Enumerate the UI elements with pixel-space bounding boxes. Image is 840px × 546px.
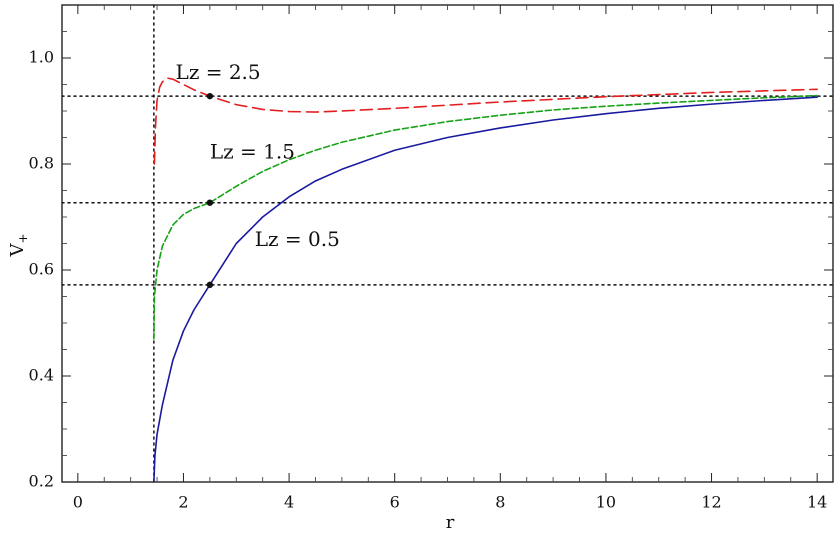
y-axis-title: V+ [7, 233, 30, 257]
marked-point [206, 92, 214, 100]
x-tick-label: 8 [495, 493, 505, 512]
x-tick-label: 2 [178, 493, 188, 512]
labels-layer: 0 2 4 6 8 10 12 14 0.2 0.4 0.6 0.8 1.0 r V+ [7, 48, 827, 534]
series-line-lz05 [153, 96, 818, 483]
y-tick-label: 0.8 [29, 154, 54, 173]
series-layer [153, 77, 818, 483]
series-line-lz15 [153, 94, 818, 340]
curve-annotation: Lz = 1.5 [210, 140, 295, 164]
y-axis-title-subscript: + [16, 233, 30, 243]
ticks-layer [62, 5, 833, 483]
reference-lines-layer [61, 4, 834, 483]
y-tick-label: 0.6 [29, 260, 54, 279]
y-axis-title-main: V [7, 243, 28, 258]
y-tick-label: 0.4 [29, 366, 54, 385]
x-axis-title: r [446, 512, 455, 533]
curve-annotation: Lz = 0.5 [255, 227, 340, 251]
x-tick-label: 14 [807, 493, 827, 512]
annotations-layer: Lz = 2.5 Lz = 1.5 Lz = 0.5 [176, 60, 340, 251]
marked-point [206, 281, 214, 289]
x-tick-label: 0 [73, 493, 83, 512]
curve-annotation: Lz = 2.5 [176, 60, 261, 84]
marked-points-layer [206, 92, 214, 289]
y-tick-label: 0.2 [29, 472, 54, 491]
marked-point [206, 199, 214, 206]
x-tick-label: 4 [284, 493, 294, 512]
y-tick-label: 1.0 [29, 48, 54, 67]
x-tick-label: 6 [390, 493, 400, 512]
x-tick-label: 10 [596, 493, 616, 512]
x-tick-label: 12 [701, 493, 721, 512]
series-line-lz25 [153, 77, 818, 165]
